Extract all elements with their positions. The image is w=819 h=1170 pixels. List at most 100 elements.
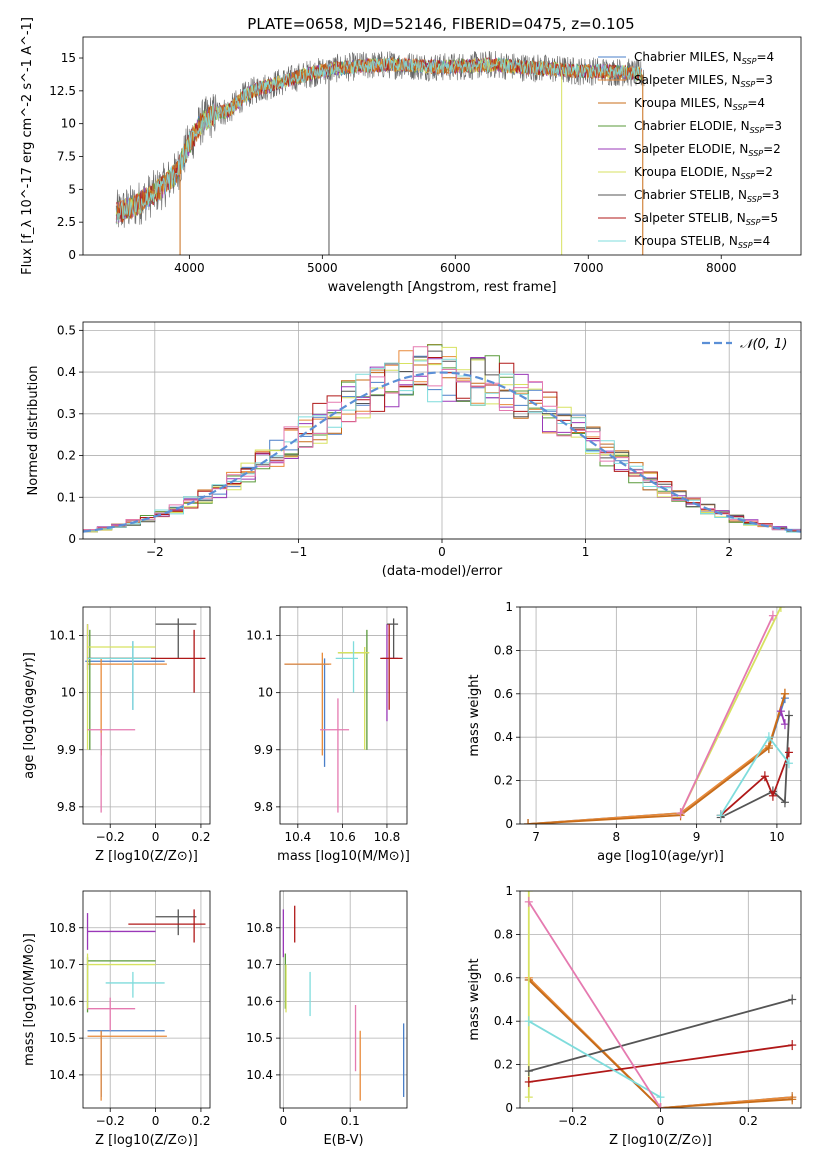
mass-vs-EBV-panel: 0 0.1 10.4 10.5 10.6 10.7 10.8 E(B-V) [246, 890, 408, 1148]
x-tick-label: 0 [152, 830, 160, 844]
weight-series-line [720, 752, 790, 816]
x-tick-label: 0 [657, 1114, 665, 1128]
weight-series-line [720, 715, 790, 819]
y-tick-label: 10.8 [246, 921, 273, 935]
x-tick-label: 5000 [307, 261, 338, 275]
x-tick-label: 0.2 [739, 1114, 758, 1128]
x-tick-label: 1 [582, 545, 590, 559]
mass-vs-Z-frame [82, 890, 211, 1109]
age-vs-mass-plot-area [284, 618, 403, 813]
mass-weight-vs-Z-grid [520, 890, 801, 1109]
residuals-panel: −2 −1 0 1 2 0 0.1 0.2 0.3 0.4 0.5 (data-model)/erro… [26, 321, 802, 579]
weight-series-line [528, 977, 793, 1108]
y-tick-label: 10.6 [49, 994, 76, 1008]
y-tick-label: 2.5 [57, 215, 76, 229]
y-tick-label: 0 [505, 817, 513, 831]
y-tick-label: 0 [505, 1101, 513, 1115]
y-tick-label: 0 [68, 248, 76, 262]
y-tick-label: 10.6 [246, 994, 273, 1008]
legend-label: 𝒩(0, 1) [740, 337, 787, 352]
y-tick-label: 10.1 [49, 629, 76, 643]
x-axis-label: Z [log10(Z/Z⊙)] [95, 849, 198, 864]
legend-label: Salpeter MILES, NSSP=3 [634, 73, 773, 89]
age-vs-mass-grid [280, 607, 407, 824]
y-axis-label: age [log10(age/yr)] [22, 652, 37, 779]
mass-weight-vs-age-grid [520, 606, 801, 825]
y-tick-label: 10.7 [49, 958, 76, 972]
age-vs-mass-panel: 10.4 10.6 10.8 9.8 9.9 10 10.1 mass [log10(M/M⊙… [246, 606, 410, 864]
age-vs-Z-grid [83, 607, 210, 824]
mass-weight-vs-Z-frame [519, 890, 802, 1109]
mass-weight-vs-age-panel: 7 8 9 10 0 0.2 0.4 0.6 0.8 1 age [log10(age/yr)] ma… [467, 600, 802, 864]
y-tick-label: 0.6 [494, 971, 513, 985]
residual-histogram [83, 346, 801, 531]
weight-series-line [679, 615, 774, 814]
weight-series-line [528, 1020, 661, 1098]
y-tick-label: 0.8 [494, 643, 513, 657]
legend-label: Kroupa ELODIE, NSSP=2 [634, 165, 773, 181]
age-vs-Z-panel: −0.2 0 0.2 9.8 9.9 10 10.1 Z [log10(Z/Z⊙)] age [… [22, 606, 210, 864]
x-tick-label: 10.8 [374, 830, 401, 844]
age-vs-mass-frame [279, 606, 408, 825]
y-tick-label: 0.8 [494, 927, 513, 941]
y-tick-label: 10.4 [246, 1068, 273, 1082]
x-tick-label: 9 [693, 830, 701, 844]
mass-vs-Z-plot-area [86, 909, 206, 1101]
residual-histogram [83, 350, 801, 533]
residuals-frame [82, 321, 802, 540]
x-tick-label: 7000 [573, 261, 604, 275]
x-axis-label: wavelength [Angstrom, rest frame] [328, 280, 557, 295]
mass-weight-vs-age-frame [519, 606, 802, 825]
weight-series-line [528, 1044, 793, 1083]
legend-label: Kroupa MILES, NSSP=4 [634, 96, 765, 112]
y-tick-label: 9.9 [57, 743, 76, 757]
legend-label: Salpeter STELIB, NSSP=5 [634, 211, 778, 227]
spectrum-plot-area [115, 50, 645, 255]
x-axis-label: (data-model)/error [382, 564, 503, 579]
x-tick-label: 2 [725, 545, 733, 559]
residual-legend: 𝒩(0, 1) [702, 337, 787, 352]
y-tick-label: 0.1 [57, 490, 76, 504]
y-tick-label: 10.5 [49, 1031, 76, 1045]
x-tick-label: 0 [152, 1114, 160, 1128]
x-tick-label: 8 [613, 830, 621, 844]
weight-series-line [527, 693, 786, 824]
spectrum-series-line [115, 57, 642, 225]
x-tick-label: 10.4 [284, 830, 311, 844]
y-tick-label: 0.3 [57, 407, 76, 421]
y-tick-label: 0.2 [494, 774, 513, 788]
mass-vs-EBV-grid [280, 891, 407, 1108]
legend-label: Kroupa STELIB, NSSP=4 [634, 234, 770, 250]
y-tick-label: 0.6 [494, 687, 513, 701]
y-tick-label: 10 [61, 686, 76, 700]
age-vs-Z-plot-area [85, 618, 206, 813]
legend-label: Salpeter ELODIE, NSSP=2 [634, 142, 781, 158]
y-tick-label: 0.4 [57, 365, 76, 379]
figure-title: PLATE=0658, MJD=52146, FIBERID=0475, z=0… [247, 15, 634, 33]
y-tick-label: 1 [505, 884, 513, 898]
x-tick-label: 0.2 [191, 1114, 210, 1128]
x-axis-label: Z [log10(Z/Z⊙)] [609, 1133, 712, 1148]
x-tick-label: 10.6 [329, 830, 356, 844]
y-tick-label: 0.4 [494, 1014, 513, 1028]
y-axis-label: Normed distribution [26, 366, 41, 496]
spectrum-frame [82, 36, 802, 256]
weight-series-line [528, 998, 793, 1072]
y-tick-label: 9.8 [57, 800, 76, 814]
y-tick-label: 0.4 [494, 730, 513, 744]
weight-series-line [528, 901, 662, 1108]
x-tick-label: 10 [769, 830, 784, 844]
weight-series-line [780, 710, 786, 725]
y-tick-label: 5 [68, 182, 76, 196]
y-axis-label: mass weight [467, 674, 482, 756]
x-tick-label: −0.2 [96, 830, 125, 844]
gaussian-curve [83, 371, 801, 533]
y-tick-label: 12.5 [49, 84, 76, 98]
spectrum-panel: 4000 5000 6000 7000 8000 0 2.5 5 7.5 10 12.5 15 wave… [20, 17, 802, 295]
y-axis-label: Flux [f_λ 10^-17 erg cm^-2 s^-1 A^-1] [20, 17, 35, 275]
x-tick-label: 6000 [440, 261, 471, 275]
y-tick-label: 9.9 [254, 743, 273, 757]
y-tick-label: 0 [68, 532, 76, 546]
x-tick-label: −0.2 [96, 1114, 125, 1128]
x-axis-label: E(B-V) [323, 1133, 363, 1148]
